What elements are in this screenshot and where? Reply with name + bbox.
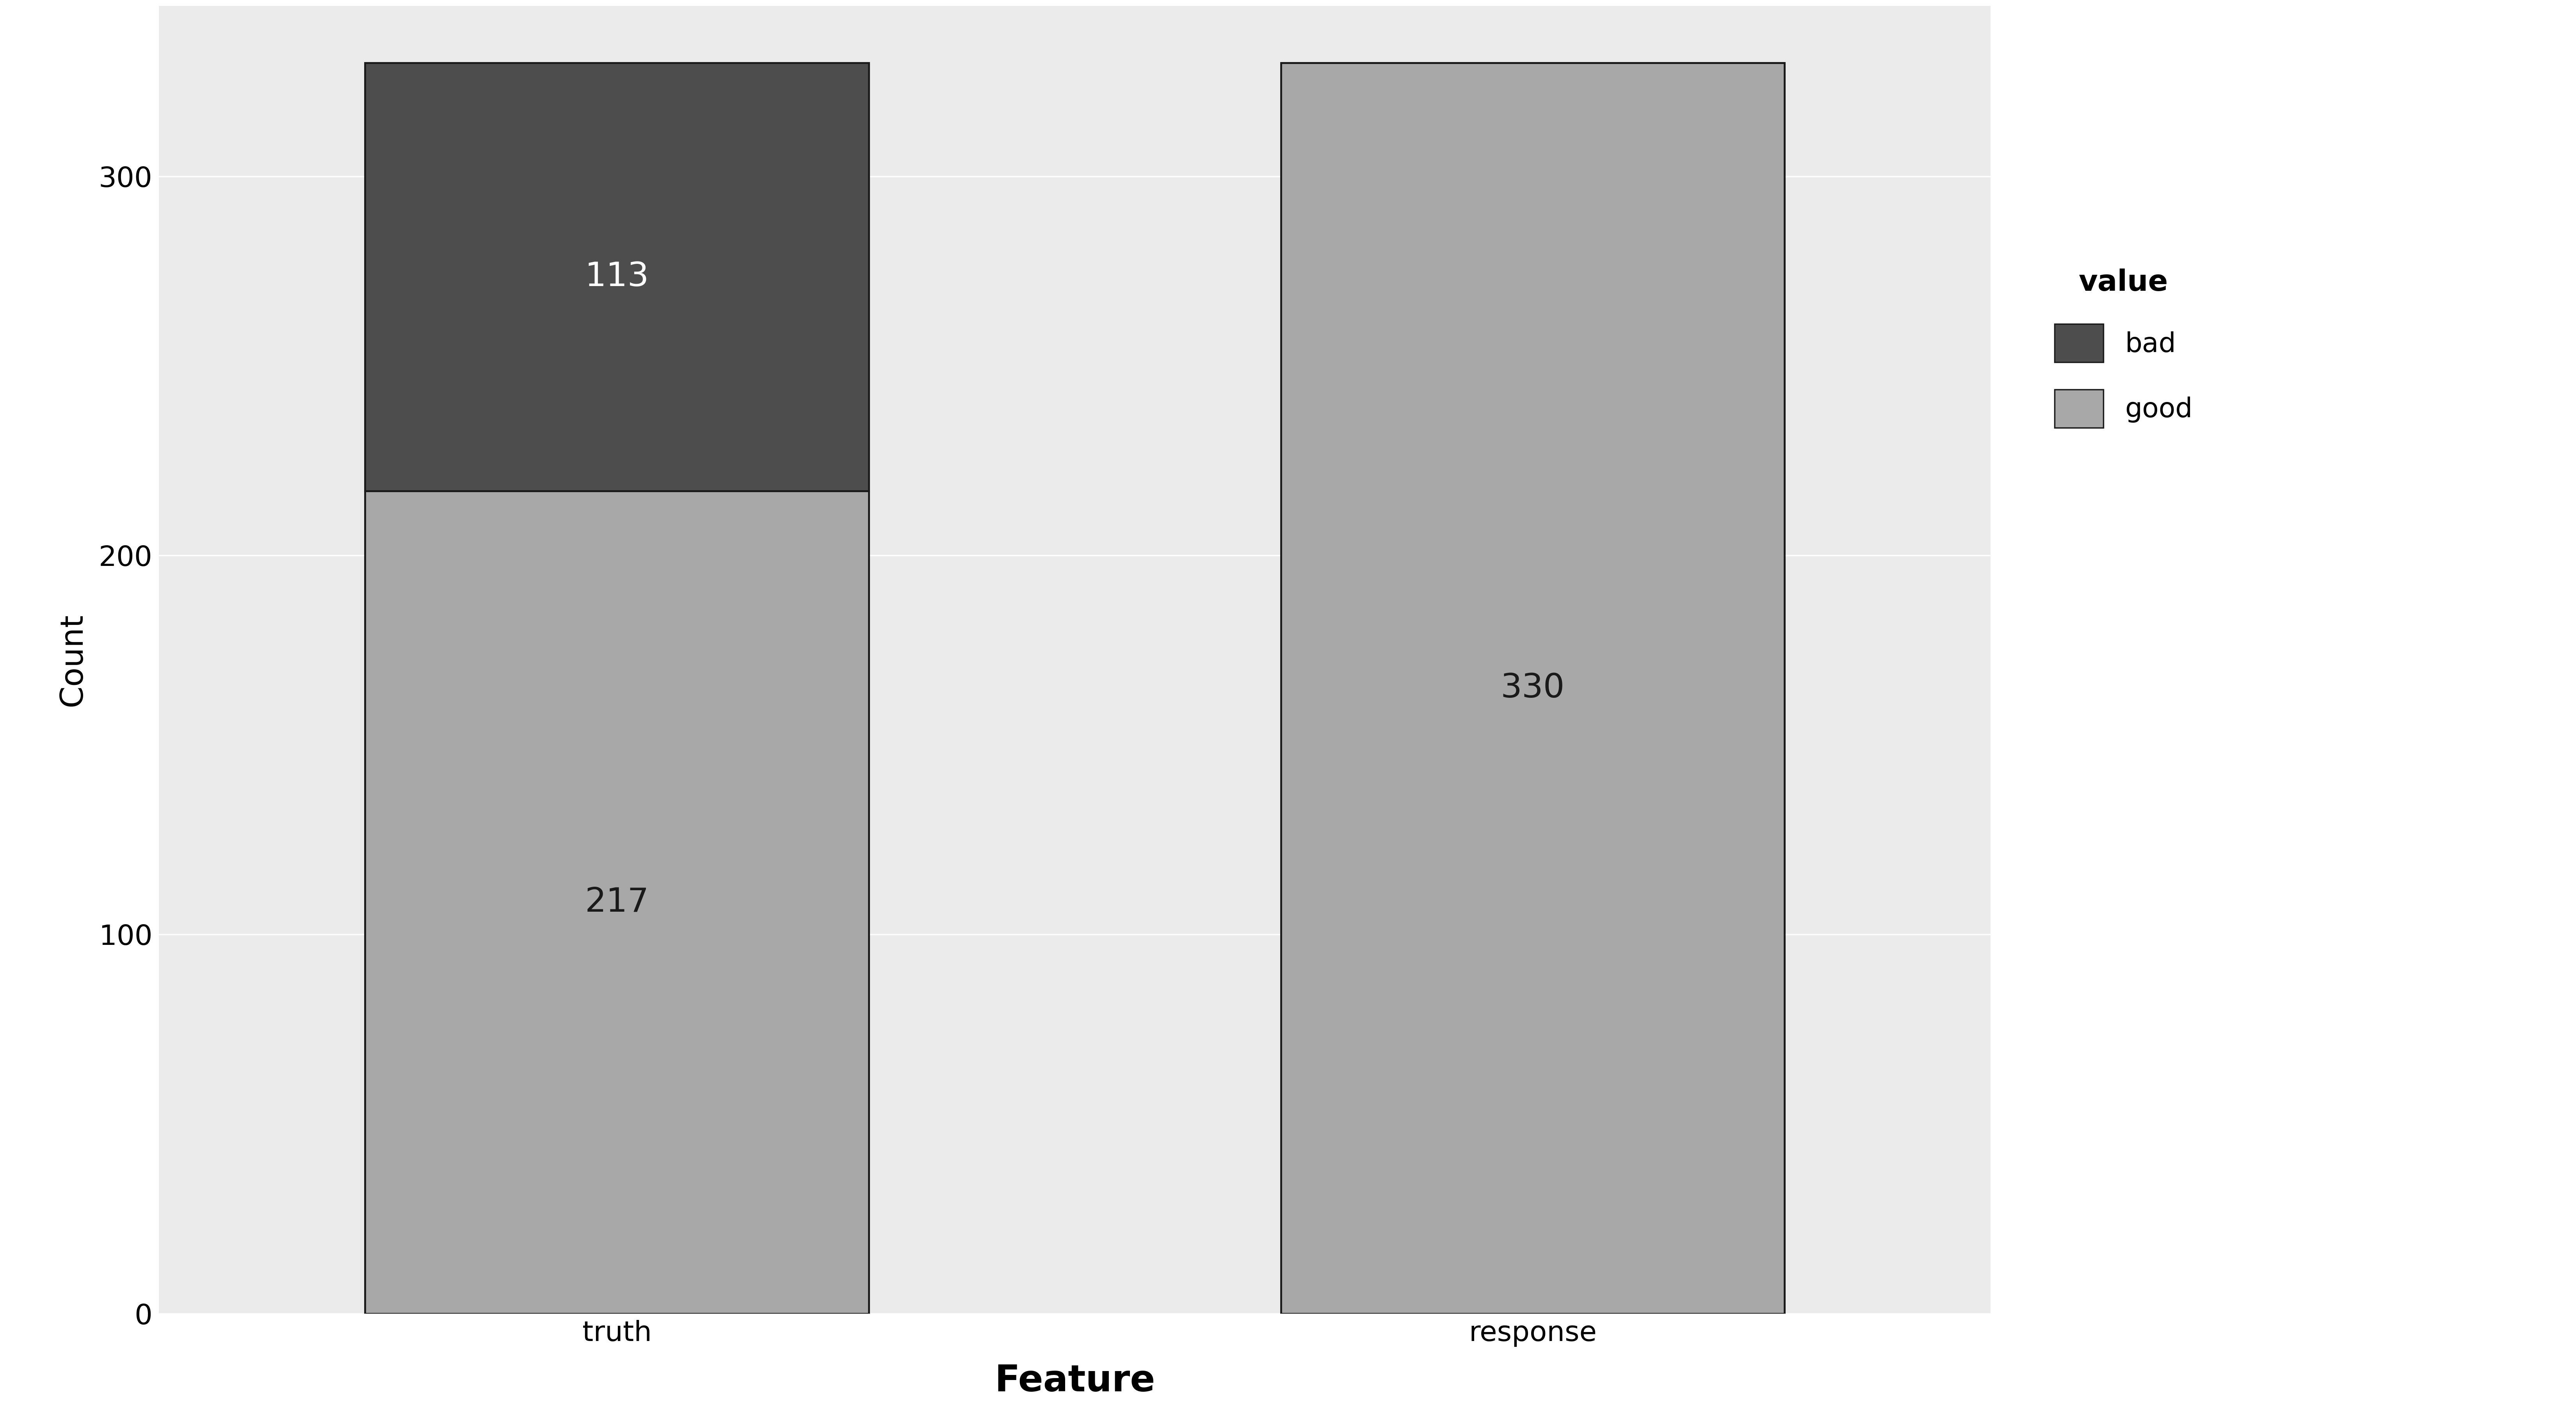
Text: 217: 217 [585,887,649,919]
Bar [366,490,868,1314]
X-axis label: Feature: Feature [994,1363,1154,1399]
Bar [1280,63,1785,1314]
Legend: bad, good: bad, good [2040,254,2205,441]
Text: 113: 113 [585,261,649,294]
Text: 330: 330 [1502,672,1564,704]
Y-axis label: Count: Count [57,613,88,707]
Bar [366,63,868,490]
